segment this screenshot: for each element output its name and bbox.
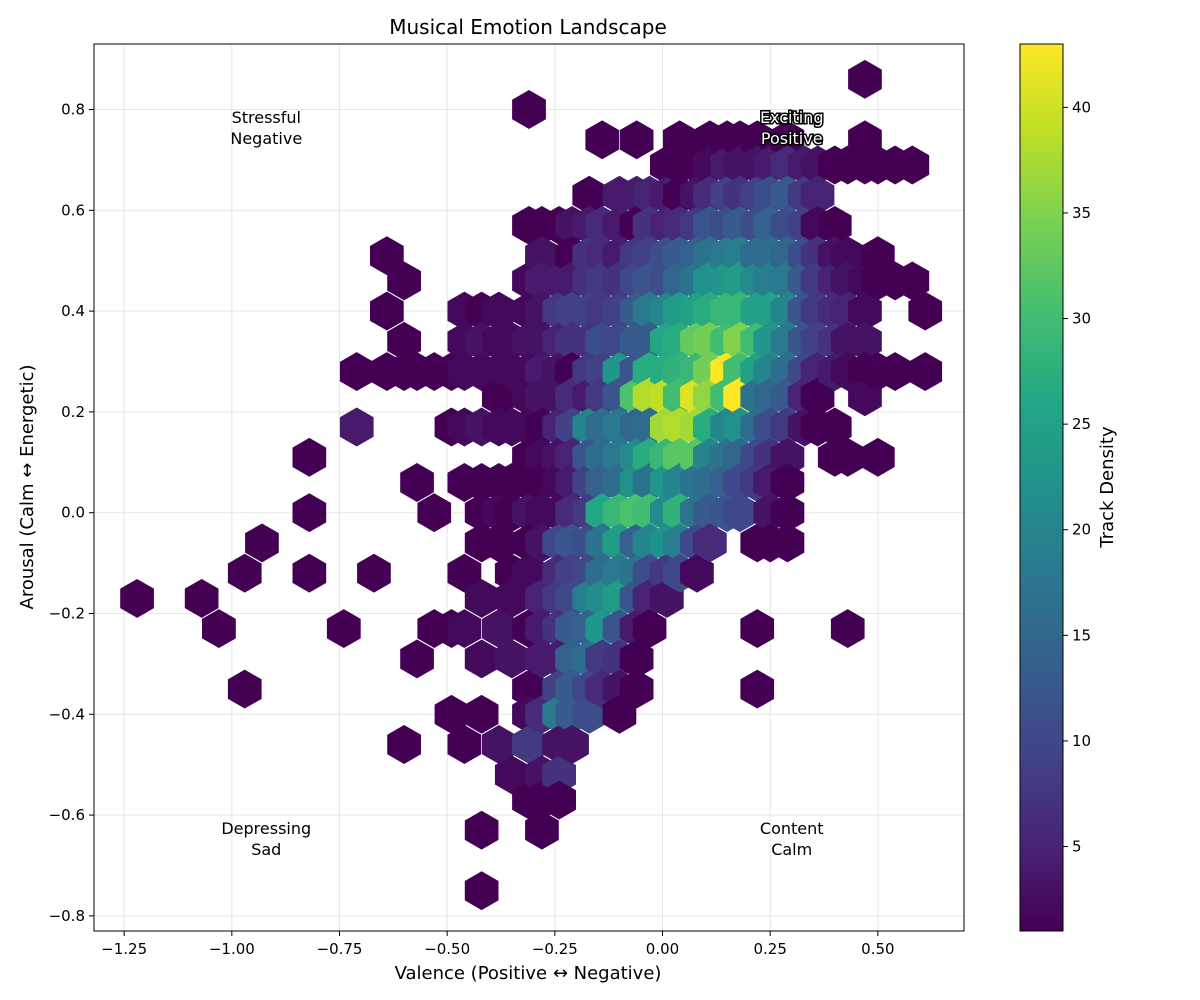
quadrant-annotation: Exciting Positive bbox=[760, 108, 824, 148]
hexbin-cell bbox=[387, 725, 422, 764]
hexbin-cell bbox=[184, 578, 219, 618]
hexbin-cell bbox=[619, 669, 654, 709]
hexbin-cell bbox=[227, 553, 262, 593]
hexbin-cell bbox=[292, 437, 327, 477]
plot-frame bbox=[93, 43, 965, 932]
x-tick-label: −0.50 bbox=[424, 940, 470, 958]
colorbar-label: Track Density bbox=[1097, 426, 1118, 549]
hexbin-cell bbox=[369, 291, 404, 331]
hexbin-cell bbox=[908, 352, 943, 392]
hexbin-cell bbox=[339, 407, 374, 447]
hexbin-cell bbox=[292, 493, 327, 533]
x-tick-label: 0.50 bbox=[861, 940, 894, 958]
x-axis-label: Valence (Positive ↔ Negative) bbox=[395, 963, 662, 984]
colorbar-tick-label: 40 bbox=[1072, 98, 1091, 116]
x-tick-label: 0.00 bbox=[646, 940, 679, 958]
colorbar-tick-label: 10 bbox=[1072, 732, 1091, 750]
x-tick-label: −0.25 bbox=[532, 940, 578, 958]
hexbin-cell bbox=[555, 725, 589, 764]
y-tick-label: 0.8 bbox=[61, 101, 85, 119]
x-tick-label: −1.25 bbox=[101, 940, 147, 958]
colorbar-tick-label: 30 bbox=[1072, 310, 1091, 328]
hexbin-cell bbox=[357, 553, 391, 593]
y-tick-label: −0.6 bbox=[49, 806, 85, 824]
hexbin-cell bbox=[680, 553, 714, 593]
hexbin-cell bbox=[120, 578, 154, 618]
x-tick-label: 0.25 bbox=[753, 940, 786, 958]
hexbin-cell bbox=[908, 291, 943, 331]
y-tick-label: 0.6 bbox=[61, 201, 85, 219]
hexbin-cell bbox=[447, 725, 482, 764]
hexbin-cell bbox=[227, 669, 262, 709]
hexbin-cells bbox=[120, 59, 943, 911]
colorbar-tick-label: 15 bbox=[1072, 626, 1091, 644]
colorbar bbox=[1019, 43, 1064, 932]
hexbin-cell bbox=[512, 90, 546, 129]
quadrant-annotations: Stressful Negative Exciting Positive Depress… bbox=[221, 107, 825, 859]
hexbin-cell bbox=[632, 609, 667, 649]
hexbin-cell bbox=[585, 120, 620, 160]
hexbin-cell bbox=[387, 261, 422, 301]
quadrant-annotation: Depressing Sad bbox=[221, 819, 311, 859]
hexbin-cell bbox=[447, 553, 482, 593]
colorbar-tick-label: 25 bbox=[1072, 415, 1091, 433]
colorbar-ticks: 5 10 15 20 25 30 35 40 bbox=[1063, 98, 1091, 856]
colorbar-tick-label: 5 bbox=[1072, 838, 1082, 856]
hexbin-cell bbox=[830, 609, 865, 649]
hexbin-cell bbox=[740, 609, 775, 649]
y-tick-label: −0.2 bbox=[49, 604, 85, 622]
y-tick-label: −0.4 bbox=[49, 705, 85, 723]
y-tick-label: 0.4 bbox=[61, 302, 85, 320]
hexbin-cell bbox=[542, 780, 576, 820]
quadrant-annotation: Content Calm bbox=[760, 819, 824, 859]
hexbin-cell bbox=[326, 609, 361, 649]
colorbar-tick-label: 20 bbox=[1072, 521, 1091, 539]
hexbin-cell bbox=[464, 694, 499, 734]
hexbin-cell bbox=[861, 437, 895, 477]
x-axis-ticks: −1.25 −1.00 −0.75 −0.50 −0.25 0.00 0.25 0.50 bbox=[101, 931, 895, 958]
y-tick-label: −0.8 bbox=[49, 907, 85, 925]
hexbin-cell bbox=[447, 609, 482, 649]
y-tick-label: 0.0 bbox=[61, 504, 85, 522]
chart-title: Musical Emotion Landscape bbox=[389, 15, 667, 39]
hexbin-cell bbox=[400, 463, 434, 502]
y-axis-ticks: −0.8 −0.6 −0.4 −0.2 0.0 0.2 0.4 0.6 0.8 bbox=[49, 101, 94, 925]
hexbin-cell bbox=[245, 523, 279, 563]
hexbin-cell bbox=[770, 523, 805, 563]
hexbin-cell bbox=[400, 639, 434, 679]
hexbin-cell bbox=[525, 810, 559, 850]
hexbin-cell bbox=[693, 523, 727, 563]
x-tick-label: −0.75 bbox=[317, 940, 363, 958]
hexbin-cell bbox=[417, 493, 452, 533]
hexbin-cell bbox=[369, 236, 404, 276]
hexbin-cell bbox=[201, 609, 236, 649]
y-axis-label: Arousal (Calm ↔ Energetic) bbox=[17, 365, 38, 610]
hexbin-cell bbox=[895, 145, 930, 185]
hexbin-cell bbox=[464, 871, 499, 911]
hexbin-cell bbox=[292, 553, 327, 593]
hexbin-cell bbox=[619, 120, 654, 160]
y-tick-label: 0.2 bbox=[61, 403, 85, 421]
hexbin-cell bbox=[464, 810, 499, 850]
hexbin-cell bbox=[848, 59, 882, 99]
quadrant-annotation: Stressful Negative bbox=[230, 108, 302, 148]
hexbin-cell bbox=[740, 669, 775, 709]
colorbar-tick-label: 35 bbox=[1072, 204, 1091, 222]
x-tick-label: −1.00 bbox=[209, 940, 255, 958]
